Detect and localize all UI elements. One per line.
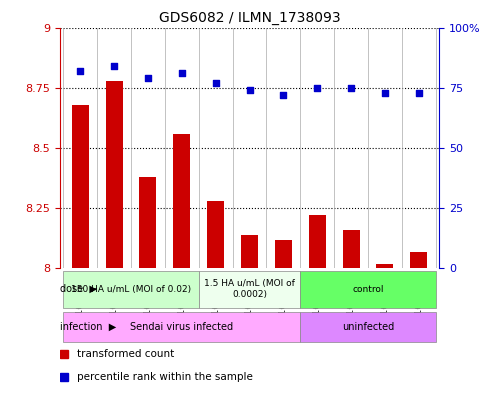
Point [279, 92, 287, 98]
Point [313, 84, 321, 91]
Point [178, 70, 186, 76]
Bar [309, 215, 326, 268]
Text: percentile rank within the sample: percentile rank within the sample [77, 372, 253, 382]
Bar [139, 177, 156, 268]
Text: dose  ▶: dose ▶ [60, 284, 97, 294]
Text: 150 HA u/mL (MOI of 0.02): 150 HA u/mL (MOI of 0.02) [71, 285, 191, 294]
Text: Sendai virus infected: Sendai virus infected [130, 322, 234, 332]
FancyBboxPatch shape [199, 270, 300, 308]
Text: infection  ▶: infection ▶ [60, 322, 116, 332]
Text: 1.5 HA u/mL (MOI of
0.0002): 1.5 HA u/mL (MOI of 0.0002) [204, 279, 295, 299]
FancyBboxPatch shape [63, 270, 199, 308]
Point [110, 63, 118, 69]
Bar [410, 252, 427, 268]
Point [415, 90, 423, 96]
Bar [343, 230, 360, 268]
Point [212, 80, 220, 86]
Text: transformed count: transformed count [77, 349, 174, 359]
Bar [207, 201, 224, 268]
Title: GDS6082 / ILMN_1738093: GDS6082 / ILMN_1738093 [159, 11, 340, 25]
Point [246, 87, 253, 93]
Point [347, 84, 355, 91]
Text: uninfected: uninfected [342, 322, 394, 332]
Bar [275, 239, 292, 268]
FancyBboxPatch shape [300, 312, 436, 342]
Bar [173, 134, 190, 268]
Bar [241, 235, 258, 268]
Point [76, 68, 84, 74]
FancyBboxPatch shape [300, 270, 436, 308]
Point [144, 75, 152, 81]
Bar [376, 264, 393, 268]
FancyBboxPatch shape [63, 312, 300, 342]
Bar [106, 81, 123, 268]
Point [381, 90, 389, 96]
Bar [72, 105, 89, 268]
Text: control: control [352, 285, 384, 294]
